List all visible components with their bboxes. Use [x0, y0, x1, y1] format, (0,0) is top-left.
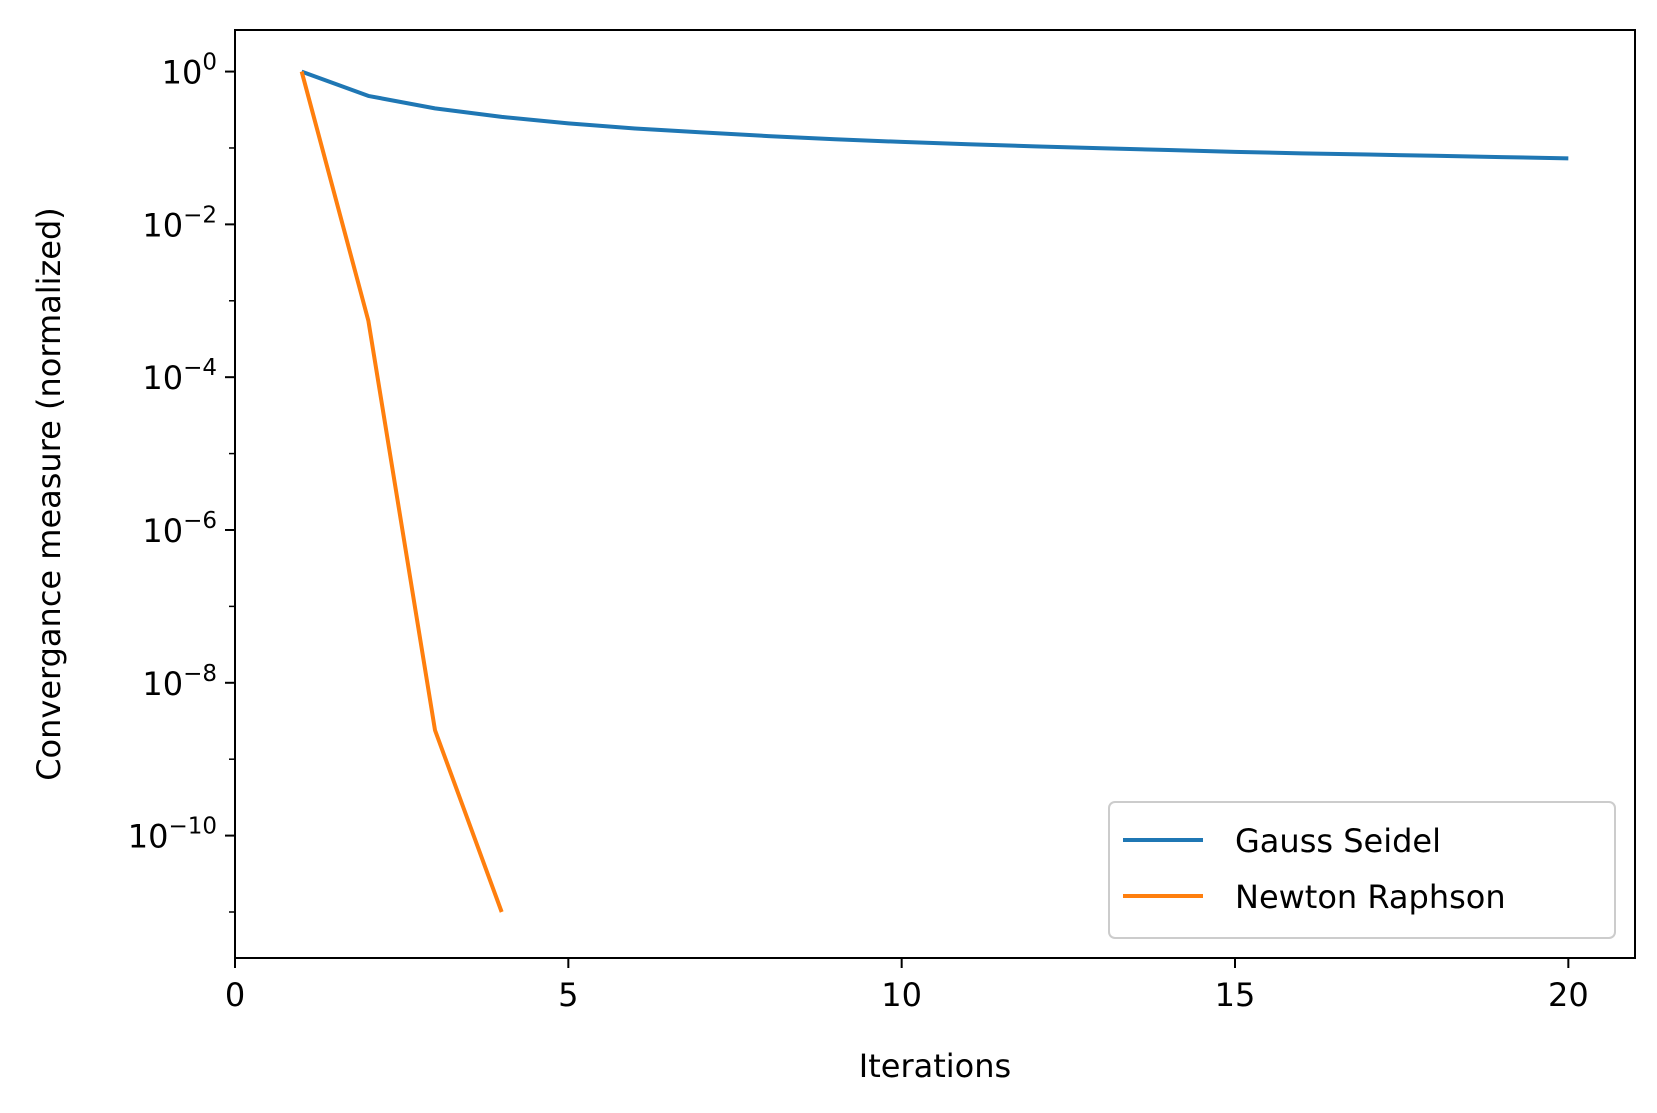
x-tick-label: 20	[1548, 976, 1589, 1014]
axes-frame	[234, 29, 1636, 959]
y-tick-label: 10−2	[142, 202, 217, 244]
y-tick-label: 10−8	[142, 661, 217, 703]
legend: Gauss Seidel Newton Raphson	[1108, 801, 1616, 939]
y-tick-label: 100	[162, 50, 217, 92]
x-tick-label: 0	[225, 976, 245, 1014]
series-line-newton-raphson	[299, 71, 504, 913]
legend-box	[1108, 801, 1616, 939]
x-axis-label: Iterations	[859, 1047, 1011, 1085]
y-axis-label: Convergance measure (normalized)	[30, 207, 68, 781]
y-tick-label: 10−10	[128, 814, 217, 856]
y-axis: 100 10−2 10−4 10−6 10−8 10−10	[128, 50, 235, 913]
x-tick-label: 15	[1215, 976, 1256, 1014]
x-axis: 0 5 10 15 20	[225, 958, 1589, 1014]
series-layer	[299, 69, 1569, 913]
legend-label: Newton Raphson	[1235, 878, 1506, 916]
series-line-gauss-seidel	[300, 69, 1569, 161]
x-tick-label: 10	[881, 976, 922, 1014]
x-tick-label: 5	[558, 976, 578, 1014]
legend-label: Gauss Seidel	[1235, 822, 1441, 860]
y-tick-label: 10−4	[142, 355, 217, 397]
y-tick-label: 10−6	[142, 508, 217, 550]
